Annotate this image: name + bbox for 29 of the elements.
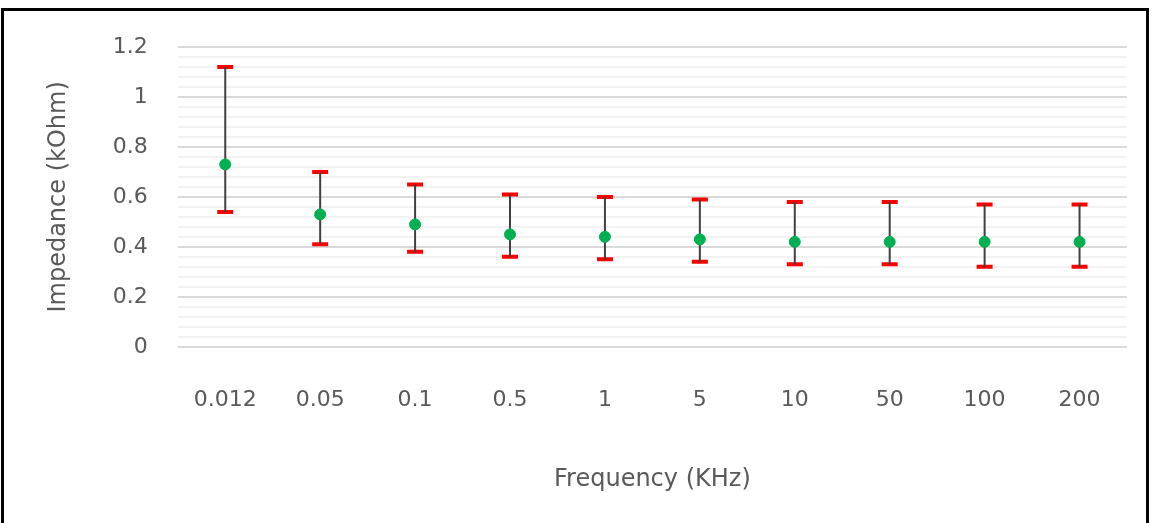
x-tick-label: 0.5 [492, 385, 528, 411]
point [883, 235, 896, 248]
y-tick-label: 0.4 [112, 232, 148, 258]
point [1073, 235, 1086, 248]
y-tick-label: 0.2 [112, 282, 148, 308]
point [314, 208, 327, 221]
x-tick-label: 200 [1058, 385, 1101, 411]
point [978, 235, 991, 248]
x-tick-label: 1 [597, 385, 612, 411]
x-tick-label: 10 [780, 385, 809, 411]
point [788, 235, 801, 248]
point [693, 233, 706, 246]
x-tick-label: 100 [963, 385, 1006, 411]
y-axis-title: Impedance (kOhm) [42, 81, 71, 313]
x-axis-title: Frequency (KHz) [554, 463, 751, 492]
point [409, 218, 422, 231]
x-tick-label: 0.012 [193, 385, 257, 411]
y-tick-label: 1.2 [112, 32, 148, 58]
x-tick-label: 50 [875, 385, 904, 411]
x-tick-label: 5 [692, 385, 707, 411]
y-tick-label: 0.8 [112, 132, 148, 158]
point [219, 158, 232, 171]
y-tick-label: 0.6 [112, 182, 148, 208]
point [598, 230, 611, 243]
y-tick-label: 1 [133, 82, 148, 108]
x-tick-label: 0.1 [397, 385, 433, 411]
x-tick-label: 0.05 [295, 385, 345, 411]
y-tick-label: 0 [133, 332, 148, 358]
point [504, 228, 517, 241]
